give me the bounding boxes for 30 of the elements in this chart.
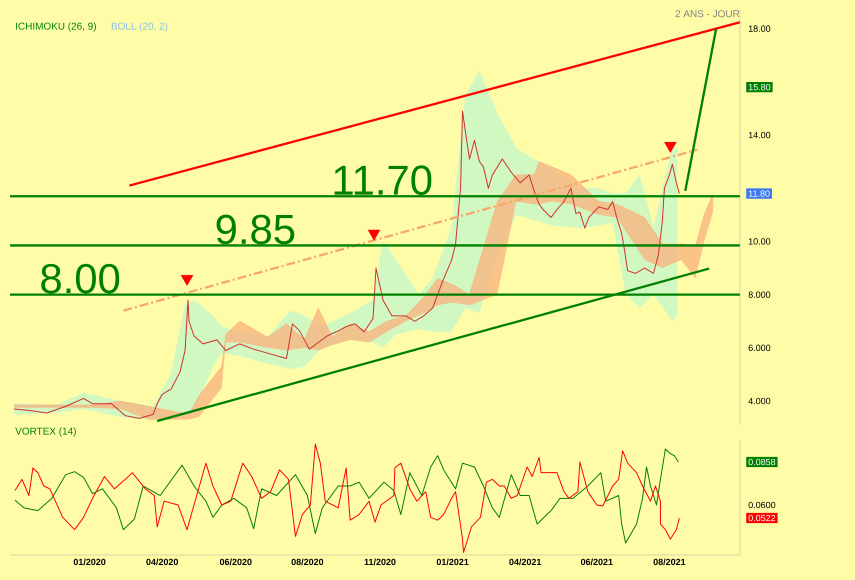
y-tick-label: 6.000	[748, 344, 770, 352]
y-tick-label: 4.000	[748, 398, 770, 404]
chart-title: VORTEX (14)	[15, 427, 76, 437]
x-tick-label: 04/2021	[509, 558, 542, 566]
x-tick-label: 06/2020	[220, 558, 252, 566]
y-tick-label: 14.00	[748, 132, 770, 138]
y-tick-label: 0.0858	[748, 458, 776, 466]
y-tick-label: 15.80	[748, 84, 770, 90]
point	[180, 274, 194, 286]
x-tick-label: 11/2020	[364, 558, 396, 566]
ref-line-label: 8.00	[41, 264, 120, 294]
x-tick-label: 04/2020	[146, 558, 178, 566]
x-tick-label: 06/2021	[580, 558, 613, 566]
y-tick-label: 18.00	[748, 25, 770, 32]
x-tick-label: 08/2020	[292, 558, 324, 566]
chart-subtitle: 2 ANS - JOUR	[676, 10, 740, 18]
y-tick-label: 8.000	[748, 291, 770, 298]
y-tick-label: 0.0600	[748, 502, 776, 508]
x-tick-label: 01/2020	[74, 558, 106, 566]
y-tick-label: 10.00	[748, 238, 770, 245]
y-tick-label: 0.0522	[748, 514, 776, 522]
annotation: BOLL (20, 2)	[112, 22, 168, 32]
x-tick-label: 01/2021	[436, 558, 469, 566]
x-tick-label: 08/2021	[654, 558, 686, 566]
point	[368, 230, 380, 241]
y-tick-label: 11.80	[748, 190, 770, 197]
ref-line-label: 9.85	[216, 214, 294, 244]
annotation: ICHIMOKU (26, 9)	[16, 22, 96, 32]
ref-line-label: 11.70	[334, 165, 432, 196]
point	[664, 142, 677, 153]
